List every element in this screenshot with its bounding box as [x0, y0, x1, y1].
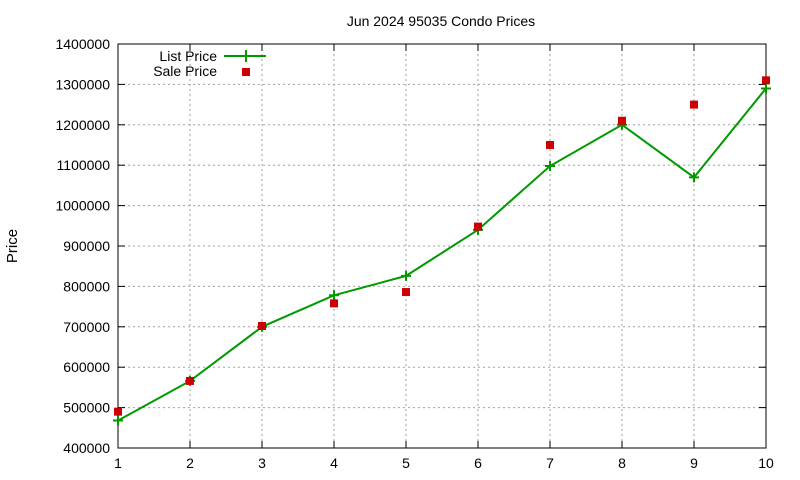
sale-price-point — [258, 321, 266, 330]
y-tick-label: 1200000 — [55, 117, 110, 133]
list-price-point — [113, 415, 123, 426]
chart-title: Jun 2024 95035 Condo Prices — [347, 13, 535, 29]
grid-lines — [118, 44, 766, 448]
sale-price-point — [690, 100, 698, 109]
sale-price-point — [618, 116, 626, 125]
sale-price-point — [186, 376, 194, 385]
y-tick-label: 1100000 — [57, 157, 111, 173]
axis-ticks: 400000 500000 600000 700000 800000 900000 1000… — [55, 36, 774, 471]
x-tick-label: 9 — [690, 455, 698, 471]
x-tick-label: 1 — [114, 455, 122, 471]
y-tick-label: 1300000 — [55, 76, 110, 92]
y-tick-label: 900000 — [63, 238, 110, 254]
x-tick-label: 5 — [402, 455, 410, 471]
sale-price-point — [330, 299, 338, 308]
sale-price-point — [114, 407, 122, 416]
y-axis-label: Price — [4, 229, 21, 263]
x-tick-label: 10 — [758, 455, 774, 471]
sale-price-point — [762, 76, 770, 85]
x-tick-label: 8 — [618, 455, 626, 471]
x-tick-label: 2 — [186, 455, 194, 471]
legend: List Price Sale Price — [153, 48, 266, 79]
list-price-point — [401, 270, 411, 281]
x-tick-label: 3 — [258, 455, 266, 471]
list-price-point — [689, 172, 699, 183]
list-price-point — [329, 290, 339, 301]
x-tick-label: 7 — [546, 455, 554, 471]
y-tick-label: 800000 — [63, 278, 110, 294]
sale-price-point — [402, 288, 410, 297]
list-price-line — [117, 87, 767, 422]
y-tick-label: 1400000 — [55, 36, 110, 52]
legend-marker-list-price — [240, 50, 252, 62]
legend-marker-sale-price — [242, 68, 250, 76]
legend-label-list-price: List Price — [159, 48, 217, 64]
list-price-point — [545, 161, 555, 172]
y-tick-label: 400000 — [63, 440, 110, 456]
x-tick-label: 4 — [330, 455, 338, 471]
sale-price-point — [474, 222, 482, 231]
series-layer — [113, 76, 771, 426]
y-tick-label: 500000 — [63, 400, 110, 416]
y-tick-label: 600000 — [63, 359, 110, 375]
x-tick-label: 6 — [474, 455, 482, 471]
y-tick-label: 1000000 — [55, 198, 110, 214]
y-tick-label: 700000 — [63, 319, 110, 335]
legend-label-sale-price: Sale Price — [153, 63, 217, 79]
sale-price-point — [546, 141, 554, 149]
list-price-point — [761, 83, 771, 94]
